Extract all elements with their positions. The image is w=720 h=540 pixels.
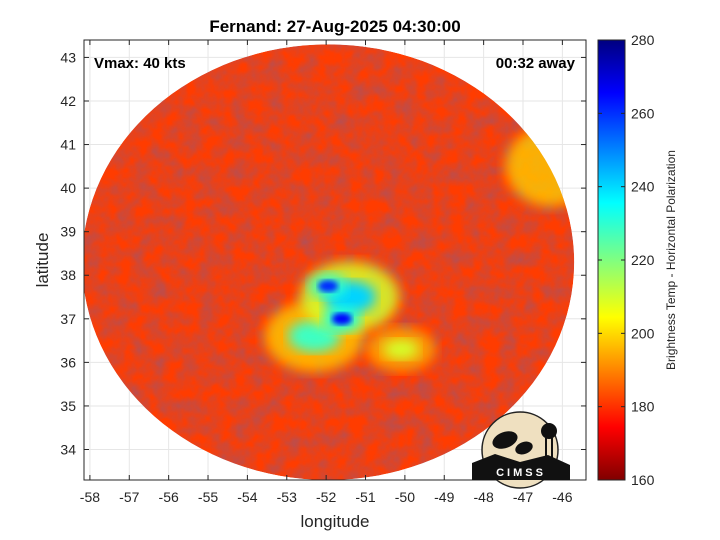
y-tick-label: 34 (60, 442, 76, 458)
swath-layer (84, 44, 575, 480)
feature-cold-core (331, 312, 352, 325)
x-tick-label: -56 (159, 489, 179, 505)
colorbar-tick-label: 260 (631, 105, 655, 121)
x-tick-label: -52 (316, 489, 336, 505)
x-tick-label: -46 (552, 489, 572, 505)
x-tick-label: -58 (80, 489, 100, 505)
dish-icon (515, 441, 533, 455)
x-tick-label: -48 (474, 489, 494, 505)
y-tick-label: 35 (60, 398, 76, 414)
water-tower-icon (541, 423, 557, 439)
x-axis-label: longitude (300, 512, 369, 531)
y-axis-label: latitude (33, 233, 52, 288)
x-tick-label: -51 (355, 489, 375, 505)
y-tick-label: 41 (60, 137, 76, 153)
colorbar-label: Brightness Temp - Horizontal Polarizatio… (664, 150, 678, 370)
y-tick-label: 39 (60, 224, 76, 240)
colorbar-tick-label: 200 (631, 325, 655, 341)
chart-title: Fernand: 27-Aug-2025 04:30:00 (209, 17, 460, 36)
x-tick-label: -50 (395, 489, 415, 505)
y-tick-label: 42 (60, 93, 76, 109)
vmax-annotation: Vmax: 40 kts (94, 55, 186, 72)
swath-texture (84, 44, 575, 480)
y-tick-label: 37 (60, 311, 76, 327)
colorbar-tick-label: 180 (631, 399, 655, 415)
x-tick-label: -57 (119, 489, 139, 505)
x-tick-label: -54 (237, 489, 257, 505)
y-ticks: 34 35 36 37 38 39 40 41 42 43 (60, 49, 586, 458)
x-tick-label: -49 (434, 489, 454, 505)
y-tick-label: 40 (60, 180, 76, 196)
feature-convective-band (382, 339, 419, 360)
plot-frame (83, 39, 587, 481)
feature-cold-core (318, 280, 339, 293)
x-tick-label: -47 (513, 489, 533, 505)
logo-text: CIMSS (496, 467, 546, 479)
colorbar-tick-label: 220 (631, 252, 655, 268)
x-tick-label: -53 (277, 489, 297, 505)
x-ticks: -58 -57 -56 -55 -54 -53 -52 -51 -50 -49 -48 -47 -46 (80, 40, 573, 505)
y-tick-label: 43 (60, 49, 76, 65)
cimss-logo: CIMSS (472, 411, 570, 489)
colorbar-tick-label: 240 (631, 179, 655, 195)
colorbar-tick-label: 280 (631, 32, 655, 48)
colorbar-tick-label: 160 (631, 472, 655, 488)
colorbar-ticks: 160 180 200 220 240 260 280 (598, 32, 655, 488)
y-tick-label: 36 (60, 354, 76, 370)
y-tick-label: 38 (60, 267, 76, 283)
dish-icon (492, 431, 518, 449)
x-tick-label: -55 (198, 489, 218, 505)
time-away-annotation: 00:32 away (496, 55, 576, 72)
colorbar (597, 39, 626, 481)
